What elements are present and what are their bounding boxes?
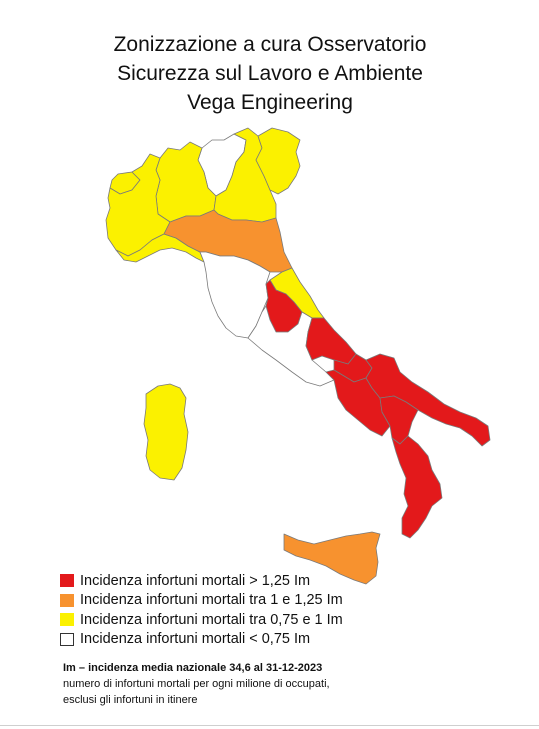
legend-swatch [60, 593, 74, 607]
footnote: Im – incidenza media nazionale 34,6 al 3… [63, 660, 330, 708]
title-line: Vega Engineering [187, 91, 353, 114]
legend-swatch [60, 574, 74, 588]
legend-swatch [60, 632, 74, 646]
region-sicilia [283, 531, 381, 585]
region-friuli-venezia-giulia [255, 127, 301, 195]
region-abruzzo [305, 317, 357, 365]
legend-swatch [60, 613, 74, 627]
legend-label: Incidenza infortuni mortali tra 0,75 e 1… [80, 611, 343, 628]
footnote-headline: Im – incidenza media nazionale 34,6 al 3… [63, 662, 323, 674]
region-calabria [391, 435, 443, 539]
title-line: Zonizzazione a cura Osservatorio [113, 33, 427, 56]
legend-row: Incidenza infortuni mortali < 0,75 Im [60, 630, 343, 650]
legend-row: Incidenza infortuni mortali > 1,25 Im [60, 571, 343, 591]
legend-label: Incidenza infortuni mortali tra 1 e 1,25… [80, 592, 343, 609]
region-sardegna [143, 383, 189, 481]
legend-row: Incidenza infortuni mortali tra 1 e 1,25… [60, 591, 343, 611]
legend-row: Incidenza infortuni mortali tra 0,75 e 1… [60, 610, 343, 630]
region-puglia [365, 353, 491, 447]
legend-label: Incidenza infortuni mortali > 1,25 Im [80, 572, 311, 589]
footnote-line: esclusi gli infortuni in itinere [63, 694, 198, 706]
legend-label: Incidenza infortuni mortali < 0,75 Im [80, 631, 311, 648]
bottom-divider [0, 725, 539, 726]
map-title: Zonizzazione a cura Osservatorio Sicurez… [60, 30, 480, 117]
map-legend: Incidenza infortuni mortali > 1,25 Im In… [60, 571, 343, 649]
region-campania [325, 369, 391, 437]
title-line: Sicurezza sul Lavoro e Ambiente [117, 62, 423, 85]
footnote-line: numero di infortuni mortali per ogni mil… [63, 678, 330, 690]
